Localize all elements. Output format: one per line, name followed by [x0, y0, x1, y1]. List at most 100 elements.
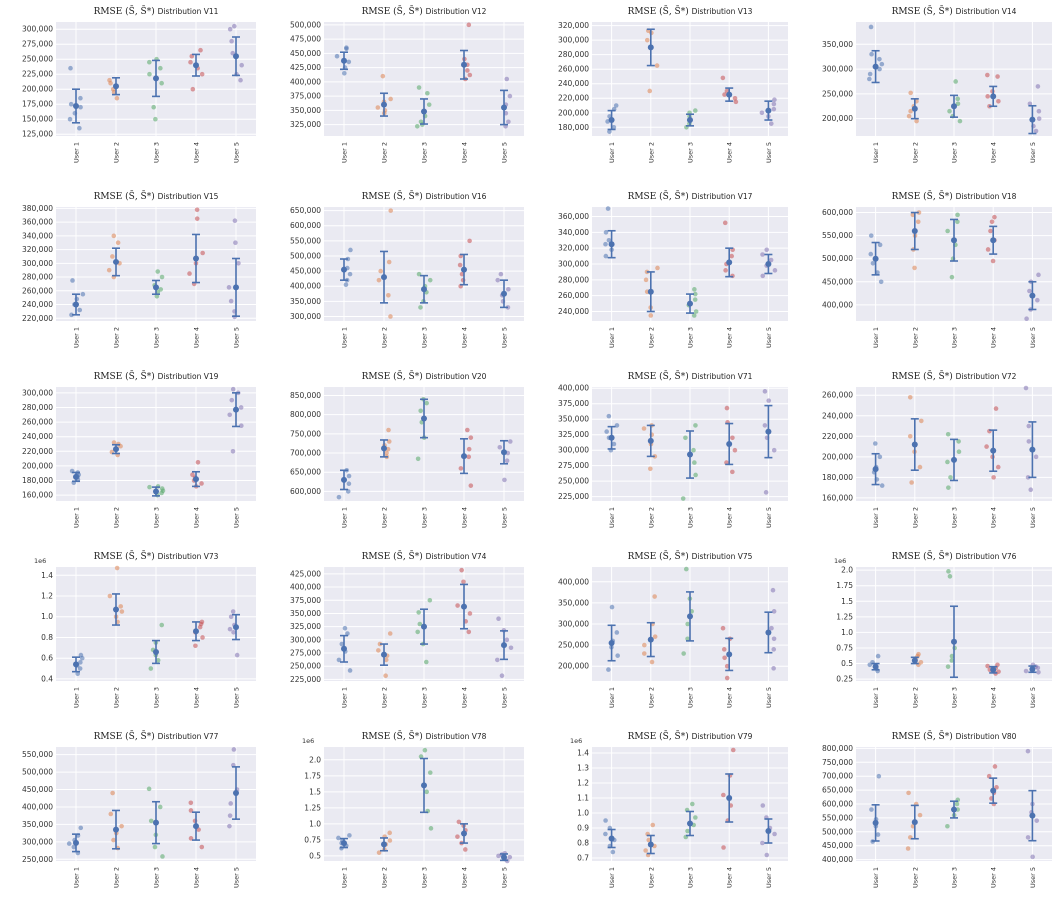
- y-tick-label: 260,000: [558, 291, 589, 300]
- data-point: [916, 210, 922, 215]
- chart-svg: RMSE (S̄, S̄*) Distribution V15 220,000 24…: [22, 190, 256, 348]
- x-tick-label: User 3: [153, 327, 161, 348]
- data-point: [193, 643, 198, 649]
- chart-svg: RMSE (S̄, S̄*) Distribution V16 300,000 35…: [290, 190, 524, 348]
- data-point: [417, 621, 423, 627]
- y-tick-label: 150,000: [22, 115, 53, 124]
- data-point: [772, 268, 778, 273]
- mean-marker: [990, 447, 997, 454]
- data-point: [231, 629, 236, 635]
- x-tick-label: User 2: [381, 142, 389, 163]
- y-tick-label: 400,000: [22, 802, 53, 811]
- mean-marker: [461, 266, 467, 273]
- y-tick-label: 225,000: [290, 675, 321, 684]
- x-tick-label: User 3: [951, 327, 959, 348]
- x-tick-label: User 4: [193, 142, 201, 163]
- chart-title: RMSE (S̄, S̄*) Distribution V18: [892, 190, 1017, 202]
- data-point: [654, 63, 660, 68]
- y-tick-label: 320,000: [22, 245, 53, 254]
- y-tick-label: 1.5: [841, 597, 853, 606]
- x-tick-label: User 1: [608, 867, 616, 888]
- data-point: [418, 119, 424, 125]
- x-tick-label: User 4: [726, 142, 734, 163]
- data-point: [228, 298, 234, 304]
- x-tick-label: User 4: [990, 327, 998, 348]
- x-tick-label: User 2: [381, 507, 389, 528]
- x-tick-label: User 5: [765, 327, 773, 348]
- chart-title: RMSE (S̄, S̄*) Distribution V13: [628, 5, 753, 17]
- mean-marker: [341, 476, 347, 483]
- y-tick-label: 700,000: [822, 772, 853, 781]
- data-point: [334, 53, 340, 59]
- data-point: [876, 773, 882, 779]
- y-tick-label: 425,000: [290, 569, 321, 578]
- y-tick-label: 325,000: [558, 430, 589, 439]
- mean-marker: [951, 103, 957, 110]
- y-tick-label: 1.0: [577, 809, 589, 818]
- data-point: [195, 459, 201, 465]
- chart-panel: RMSE (S̄, S̄*) Distribution V75 200,000 25…: [536, 545, 794, 717]
- data-point: [1027, 101, 1033, 107]
- data-point: [721, 792, 726, 798]
- x-tick-label: User 4: [726, 687, 734, 708]
- data-point: [468, 483, 474, 488]
- title-rmse: RMSE (S̄, S̄*): [628, 5, 692, 17]
- mean-marker: [687, 613, 693, 620]
- mean-marker: [765, 261, 772, 267]
- data-point: [506, 119, 511, 125]
- data-point: [764, 247, 770, 253]
- data-point: [877, 242, 883, 248]
- data-point: [232, 23, 237, 29]
- data-point: [1036, 108, 1042, 114]
- mean-marker: [381, 101, 387, 108]
- chart-title: RMSE (S̄, S̄*) Distribution V14: [892, 5, 1017, 17]
- data-point: [681, 651, 686, 656]
- data-point: [613, 103, 619, 108]
- x-tick-label: User 1: [73, 142, 81, 163]
- mean-marker: [233, 624, 239, 631]
- data-point: [110, 254, 115, 259]
- data-point: [949, 653, 955, 659]
- data-point: [190, 472, 195, 477]
- y-tick-label: 650,000: [290, 468, 321, 477]
- data-point: [650, 822, 656, 828]
- data-point: [416, 610, 421, 615]
- x-tick-label: User 1: [341, 867, 349, 888]
- data-point: [985, 247, 991, 252]
- data-point: [1035, 297, 1040, 303]
- data-point: [455, 834, 460, 839]
- x-tick-label: User 3: [153, 142, 161, 163]
- x-tick-label: User 5: [501, 507, 509, 528]
- data-point: [230, 609, 236, 614]
- data-point: [424, 400, 429, 406]
- y-tick-label: 300,000: [558, 260, 589, 269]
- data-point: [415, 456, 421, 462]
- x-tick-label: User 1: [341, 507, 349, 528]
- data-point: [949, 658, 955, 663]
- x-tick-label: User 5: [1029, 327, 1037, 348]
- y-tick-label: 650,000: [822, 786, 853, 795]
- y-tick-label: 200,000: [822, 114, 853, 123]
- mean-marker: [990, 93, 997, 100]
- y-tick-label: 400,000: [822, 300, 853, 309]
- data-point: [1023, 668, 1029, 674]
- chart-panel: RMSE (S̄, S̄*) Distribution V11 125,000 15…: [0, 0, 262, 172]
- mean-marker: [73, 103, 79, 109]
- data-point: [230, 386, 236, 392]
- data-point: [994, 785, 999, 790]
- data-point: [228, 801, 234, 806]
- data-point: [724, 675, 730, 681]
- title-distribution: Distribution V79: [692, 732, 753, 741]
- chart-panel: RMSE (S̄, S̄*) Distribution V18 400,000 45…: [800, 185, 1058, 357]
- data-point: [912, 265, 917, 271]
- data-point: [690, 801, 695, 807]
- y-tick-label: 350,000: [290, 609, 321, 618]
- data-point: [993, 406, 999, 411]
- x-tick-label: User 1: [73, 687, 81, 708]
- mean-marker: [153, 284, 159, 291]
- data-point: [956, 439, 961, 444]
- data-point: [957, 118, 963, 124]
- y-tick-label: 320,000: [558, 244, 589, 253]
- data-point: [70, 278, 75, 283]
- x-tick-label: User 4: [990, 687, 998, 708]
